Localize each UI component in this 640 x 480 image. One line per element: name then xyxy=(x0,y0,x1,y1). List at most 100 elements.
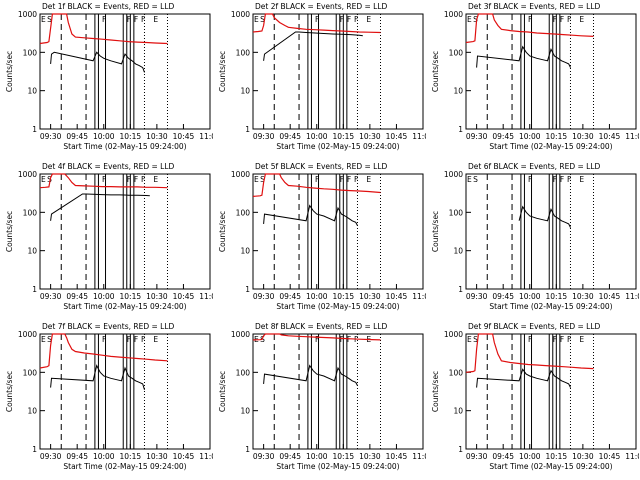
plot-frame xyxy=(465,173,637,290)
y-tick-label: 1000 xyxy=(231,330,250,339)
y-tick-label: 1000 xyxy=(18,10,37,19)
lld-series-line xyxy=(465,13,594,44)
panel-title: Det 3f BLACK = Events, RED = LLD xyxy=(468,2,601,11)
marker-letter: F xyxy=(102,15,106,24)
lld-series-line xyxy=(39,173,168,189)
x-tick-label: 10:30 xyxy=(359,292,381,301)
y-tick-label: 1000 xyxy=(18,170,37,179)
x-tick-label: 10:15 xyxy=(546,132,568,141)
marker-letter: E xyxy=(579,335,584,344)
x-axis-label: Start Time (02-May-15 09:24:00) xyxy=(489,302,612,311)
x-axis-label: Start Time (02-May-15 09:24:00) xyxy=(489,142,612,151)
x-tick-label: 09:30 xyxy=(40,452,62,461)
marker-letter: F xyxy=(340,175,344,184)
plot-frame xyxy=(252,333,424,450)
marker-letter: F xyxy=(354,175,358,184)
panel-title: Det 4f BLACK = Events, RED = LLD xyxy=(42,162,175,171)
x-tick-label: 09:45 xyxy=(279,292,301,301)
y-tick-label: 1 xyxy=(458,285,463,294)
x-tick-label: 11:00 xyxy=(412,132,426,141)
y-tick-label: 100 xyxy=(236,208,251,217)
x-axis-label: Start Time (02-May-15 09:24:00) xyxy=(63,142,186,151)
x-tick-label: 10:00 xyxy=(519,132,541,141)
x-tick-label: 10:15 xyxy=(120,292,142,301)
x-tick-label: 09:30 xyxy=(253,452,275,461)
panel-title: Det 5f BLACK = Events, RED = LLD xyxy=(255,162,388,171)
marker-letter: E xyxy=(41,15,46,24)
y-tick-label: 1 xyxy=(245,285,250,294)
marker-letter: S xyxy=(473,15,478,24)
x-tick-label: 11:00 xyxy=(199,292,213,301)
events-series-line xyxy=(263,204,358,226)
x-tick-label: 09:45 xyxy=(66,452,88,461)
plot-frame xyxy=(465,333,637,450)
marker-letter: E xyxy=(579,175,584,184)
marker-letter: F xyxy=(528,15,532,24)
marker-letter: S xyxy=(47,175,52,184)
y-tick-label: 1 xyxy=(458,445,463,454)
x-tick-label: 11:00 xyxy=(199,452,213,461)
y-tick-label: 1000 xyxy=(444,170,463,179)
events-series-line xyxy=(263,364,358,386)
x-tick-label: 10:30 xyxy=(572,452,594,461)
marker-letter: F xyxy=(141,175,145,184)
x-tick-label: 10:15 xyxy=(546,452,568,461)
marker-letter: E xyxy=(153,335,158,344)
y-tick-label: 1 xyxy=(32,125,37,134)
detector-panel: Det 6f BLACK = Events, RED = LLD 1 10 100 10… xyxy=(431,162,639,311)
x-tick-label: 10:15 xyxy=(333,452,355,461)
marker-letter: F xyxy=(127,335,131,344)
y-tick-label: 100 xyxy=(449,368,464,377)
x-tick-label: 10:15 xyxy=(333,132,355,141)
x-tick-label: 10:45 xyxy=(386,452,408,461)
x-tick-label: 10:45 xyxy=(173,452,195,461)
events-series-line xyxy=(263,31,363,61)
marker-letter: F xyxy=(347,335,351,344)
lld-series-line xyxy=(39,333,168,369)
y-axis-label: Counts/sec xyxy=(218,211,227,252)
y-tick-label: 10 xyxy=(27,87,37,96)
x-tick-label: 11:00 xyxy=(625,452,639,461)
y-tick-label: 100 xyxy=(449,208,464,217)
marker-letter: F xyxy=(141,15,145,24)
marker-letter: F xyxy=(560,335,564,344)
x-tick-label: 09:30 xyxy=(466,292,488,301)
events-series-line xyxy=(50,364,145,390)
x-tick-label: 10:45 xyxy=(386,292,408,301)
marker-letter: F xyxy=(347,175,351,184)
marker-letter: S xyxy=(47,335,52,344)
plot-frame xyxy=(465,13,637,130)
y-tick-label: 1 xyxy=(245,445,250,454)
marker-letter: F xyxy=(340,15,344,24)
marker-letter: F xyxy=(102,335,106,344)
detector-panel: Det 8f BLACK = Events, RED = LLD 1 10 100 10… xyxy=(218,322,426,471)
lld-series-line xyxy=(252,13,381,34)
marker-letter: F xyxy=(528,175,532,184)
x-tick-label: 09:30 xyxy=(253,132,275,141)
detector-panel: Det 3f BLACK = Events, RED = LLD 1 10 100 10… xyxy=(431,2,639,151)
x-tick-label: 09:45 xyxy=(492,132,514,141)
x-axis-label: Start Time (02-May-15 09:24:00) xyxy=(63,462,186,471)
y-axis-label: Counts/sec xyxy=(431,371,440,412)
y-tick-label: 100 xyxy=(23,48,38,57)
x-axis-label: Start Time (02-May-15 09:24:00) xyxy=(63,302,186,311)
y-tick-label: 10 xyxy=(240,247,250,256)
y-tick-label: 100 xyxy=(23,208,38,217)
lld-series-line xyxy=(252,333,381,341)
x-tick-label: 11:00 xyxy=(625,132,639,141)
y-tick-label: 10 xyxy=(453,247,463,256)
lld-series-line xyxy=(39,13,168,45)
y-tick-label: 1000 xyxy=(231,10,250,19)
plot-frame xyxy=(252,173,424,290)
plot-frame xyxy=(39,333,211,450)
x-tick-label: 11:00 xyxy=(412,452,426,461)
marker-letter: E xyxy=(153,175,158,184)
y-tick-label: 10 xyxy=(453,407,463,416)
marker-letter: F xyxy=(134,15,138,24)
x-tick-label: 09:30 xyxy=(466,132,488,141)
y-tick-label: 1000 xyxy=(444,10,463,19)
x-tick-label: 10:45 xyxy=(386,132,408,141)
x-tick-label: 10:30 xyxy=(359,132,381,141)
y-axis-label: Counts/sec xyxy=(218,51,227,92)
